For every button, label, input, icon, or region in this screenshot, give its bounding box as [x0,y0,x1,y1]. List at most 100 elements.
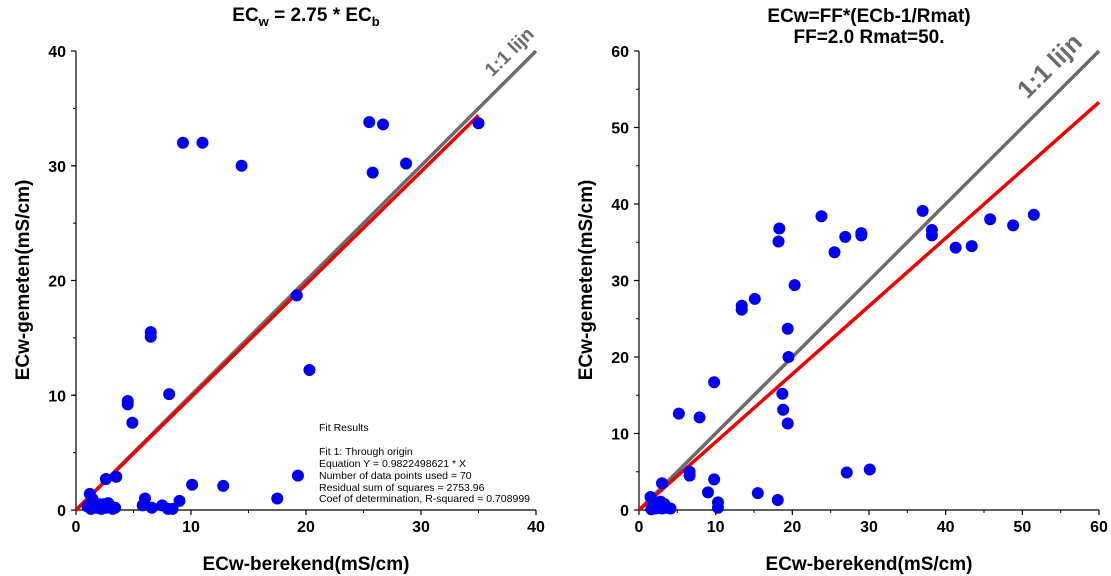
chart-left-axes: 0 10 20 30 40 0 10 20 30 40 [48,44,545,536]
data-point [136,499,149,512]
data-point [400,157,413,170]
x-tick-label: 30 [412,519,430,536]
data-point [110,470,123,483]
chart-left: ECw = 2.75 * ECb 0 10 20 30 40 0 10 20 30 40 ECw-… [13,5,545,575]
chart-right-ylabel: ECw-gemeten(mS/cm) [576,180,597,381]
fit-results-line: Residual sum of squares = 2753.96 [319,482,485,494]
data-point [173,494,186,507]
data-point [644,490,657,503]
x-tick-label: 10 [707,519,725,536]
data-point [1027,208,1040,221]
data-point [984,213,997,226]
x-tick-label: 60 [1090,519,1108,536]
data-point [645,503,658,516]
fit-results-box: Fit Results Fit 1: Through origin Equati… [319,422,530,505]
data-point [751,487,764,500]
data-point [840,466,853,479]
chart-right-title: ECw=FF*(ECb-1/Rmat) [767,6,970,27]
x-tick-label: 20 [297,519,315,536]
data-point [290,289,303,302]
data-point [1007,219,1020,232]
data-point [126,416,139,429]
chart-left-points [81,116,485,515]
data-point [303,364,316,377]
data-point [672,407,685,420]
y-tick-label: 0 [620,503,629,520]
fit-results-line: Fit 1: Through origin [319,446,413,458]
data-point [196,136,209,149]
data-point [735,303,748,316]
data-point [839,230,852,243]
identity-line [637,49,1101,512]
data-point [828,246,841,259]
fit-results-line: Coef of determination, R-squared = 0.708… [319,493,530,505]
chart-left-identity-label: 1:1 lijn [481,24,538,81]
data-point [916,204,929,217]
data-point [925,229,938,242]
y-tick-label: 40 [48,44,66,61]
y-tick-label: 10 [48,388,66,405]
data-point [855,229,868,242]
y-tick-label: 30 [611,274,629,291]
data-point [781,322,794,335]
y-tick-label: 60 [611,44,629,61]
data-point [949,241,962,254]
y-tick-label: 20 [611,350,629,367]
data-point [87,494,100,507]
chart-right-subtitle: FF=2.0 Rmat=50. [793,27,944,48]
data-point [702,486,714,499]
data-point [163,388,176,401]
data-point [377,118,390,131]
chart-left-title-sub-w: w [258,14,270,29]
data-point [472,117,485,130]
chart-left-lines [74,49,538,512]
y-tick-label: 50 [611,121,629,138]
data-point [777,403,790,416]
data-point [363,116,376,129]
x-tick-label: 10 [182,519,200,536]
x-tick-label: 0 [72,519,81,536]
chart-right-identity-label: 1:1 lijn [1012,28,1088,104]
data-point [291,469,304,482]
fit-line [74,114,480,512]
data-point [366,166,379,179]
data-point [773,222,786,235]
data-point [217,479,230,492]
data-point [782,351,795,363]
x-tick-label: 40 [937,519,955,536]
data-point [664,502,677,515]
data-point [103,499,116,512]
data-point [711,501,724,514]
data-point [145,501,158,514]
fit-results-line: Equation Y = 0.9822498621 * X [319,458,466,470]
x-tick-label: 50 [1013,519,1031,536]
y-tick-label: 40 [611,197,629,214]
data-point [776,387,789,400]
chart-left-title-middle: = 2.75 * EC [269,5,372,26]
data-point [121,398,134,411]
data-point [788,279,801,292]
chart-right-lines [637,49,1101,512]
x-tick-label: 0 [635,519,644,536]
data-point [771,494,784,507]
fit-results-line: Fit Results [319,422,369,434]
data-point [748,292,761,305]
data-point [144,330,157,343]
x-tick-label: 30 [860,519,878,536]
chart-left-title: ECw = 2.75 * ECb [232,5,380,29]
chart-right-points [644,204,1040,516]
data-point [656,477,668,490]
chart-left-xlabel: ECw-berekend(mS/cm) [203,554,410,575]
x-tick-label: 40 [527,519,545,536]
data-point [176,136,189,149]
chart-right: ECw=FF*(ECb-1/Rmat) FF=2.0 Rmat=50. 0 10 2… [576,6,1108,575]
data-point [708,376,721,389]
data-point [186,478,199,491]
data-point [772,235,785,248]
y-tick-label: 30 [48,159,66,176]
data-point [693,411,706,424]
data-point [863,463,876,476]
data-point [683,469,696,482]
chart-left-title-main: EC [232,5,259,26]
